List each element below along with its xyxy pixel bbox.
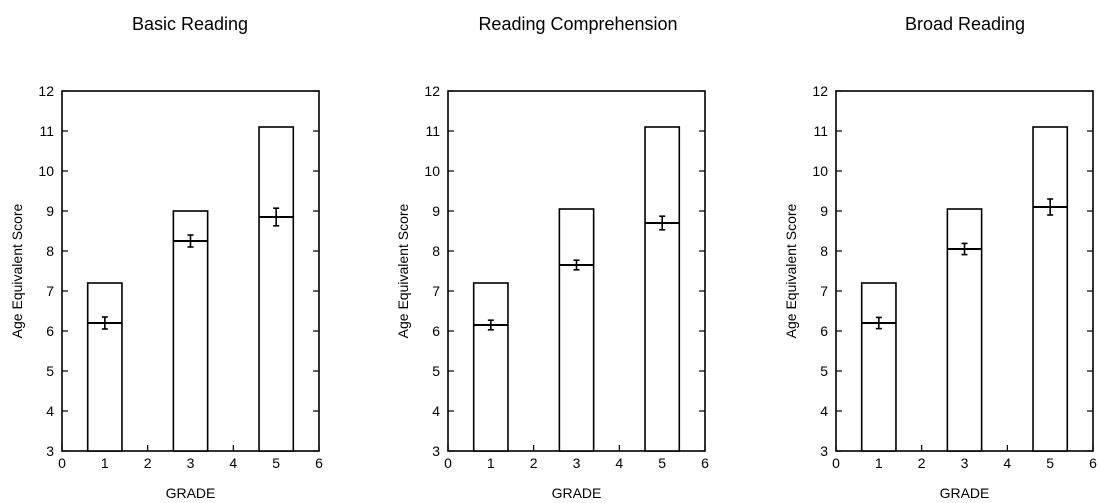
y-tick-label: 4 xyxy=(46,403,54,419)
y-axis-label: Age Equivalent Score xyxy=(395,203,411,338)
y-tick-label: 12 xyxy=(424,83,440,99)
y-tick-label: 11 xyxy=(425,123,440,139)
bar xyxy=(558,208,595,452)
y-tick-label: 6 xyxy=(432,323,440,339)
y-tick-label: 12 xyxy=(812,83,828,99)
x-tick-label: 5 xyxy=(658,455,666,471)
x-tick-label: 6 xyxy=(1089,455,1097,471)
y-axis-label: Age Equivalent Score xyxy=(783,203,799,338)
y-tick-label: 3 xyxy=(820,443,828,459)
x-tick-label: 0 xyxy=(444,455,452,471)
y-tick-label: 5 xyxy=(46,363,54,379)
x-tick-label: 2 xyxy=(530,455,538,471)
y-tick-label: 10 xyxy=(812,163,828,179)
bar xyxy=(1032,126,1069,452)
y-tick-label: 4 xyxy=(820,403,828,419)
chart-panel-reading-comprehension: Reading Comprehension GRADE Age Equivale… xyxy=(395,14,709,501)
x-tick-label: 4 xyxy=(229,455,237,471)
y-tick-label: 6 xyxy=(46,323,54,339)
x-tick-label: 4 xyxy=(615,455,623,471)
y-tick-label: 5 xyxy=(432,363,440,379)
y-tick-label: 3 xyxy=(432,443,440,459)
x-tick-label: 5 xyxy=(1046,455,1054,471)
x-axis-label: GRADE xyxy=(166,485,216,501)
x-axis-label: GRADE xyxy=(940,485,990,501)
x-tick-label: 0 xyxy=(832,455,840,471)
y-tick-label: 7 xyxy=(432,283,440,299)
bar xyxy=(644,126,681,452)
y-tick-label: 4 xyxy=(432,403,440,419)
y-tick-label: 9 xyxy=(820,203,828,219)
x-tick-label: 4 xyxy=(1003,455,1011,471)
x-axis-label: GRADE xyxy=(552,485,602,501)
y-tick-label: 5 xyxy=(820,363,828,379)
y-tick-label: 9 xyxy=(432,203,440,219)
x-tick-label: 3 xyxy=(961,455,969,471)
x-tick-label: 2 xyxy=(918,455,926,471)
y-tick-label: 10 xyxy=(38,163,54,179)
x-tick-label: 2 xyxy=(144,455,152,471)
x-tick-label: 5 xyxy=(272,455,280,471)
chart-panel-basic-reading: Basic Reading GRADE Age Equivalent Score… xyxy=(9,14,323,501)
chart-panel-broad-reading: Broad Reading GRADE Age Equivalent Score… xyxy=(783,14,1097,501)
y-tick-label: 7 xyxy=(46,283,54,299)
x-tick-label: 6 xyxy=(315,455,323,471)
bar xyxy=(86,282,123,452)
x-tick-label: 3 xyxy=(573,455,581,471)
x-tick-label: 0 xyxy=(58,455,66,471)
y-tick-label: 11 xyxy=(39,123,54,139)
bar xyxy=(472,282,509,452)
bar xyxy=(860,282,897,452)
bar xyxy=(258,126,295,452)
y-tick-label: 8 xyxy=(46,243,54,259)
x-tick-label: 1 xyxy=(101,455,109,471)
y-tick-label: 8 xyxy=(820,243,828,259)
y-tick-label: 9 xyxy=(46,203,54,219)
x-tick-label: 1 xyxy=(487,455,495,471)
y-tick-label: 10 xyxy=(424,163,440,179)
x-tick-label: 6 xyxy=(701,455,709,471)
y-tick-label: 8 xyxy=(432,243,440,259)
y-axis-label: Age Equivalent Score xyxy=(9,203,25,338)
chart-title: Broad Reading xyxy=(905,14,1025,34)
y-tick-label: 7 xyxy=(820,283,828,299)
bar xyxy=(172,210,209,452)
y-tick-label: 3 xyxy=(46,443,54,459)
x-tick-label: 3 xyxy=(187,455,195,471)
y-tick-label: 12 xyxy=(38,83,54,99)
chart-title: Reading Comprehension xyxy=(478,14,677,34)
chart-title: Basic Reading xyxy=(132,14,248,34)
y-tick-label: 11 xyxy=(813,123,828,139)
x-tick-label: 1 xyxy=(875,455,883,471)
y-tick-label: 6 xyxy=(820,323,828,339)
